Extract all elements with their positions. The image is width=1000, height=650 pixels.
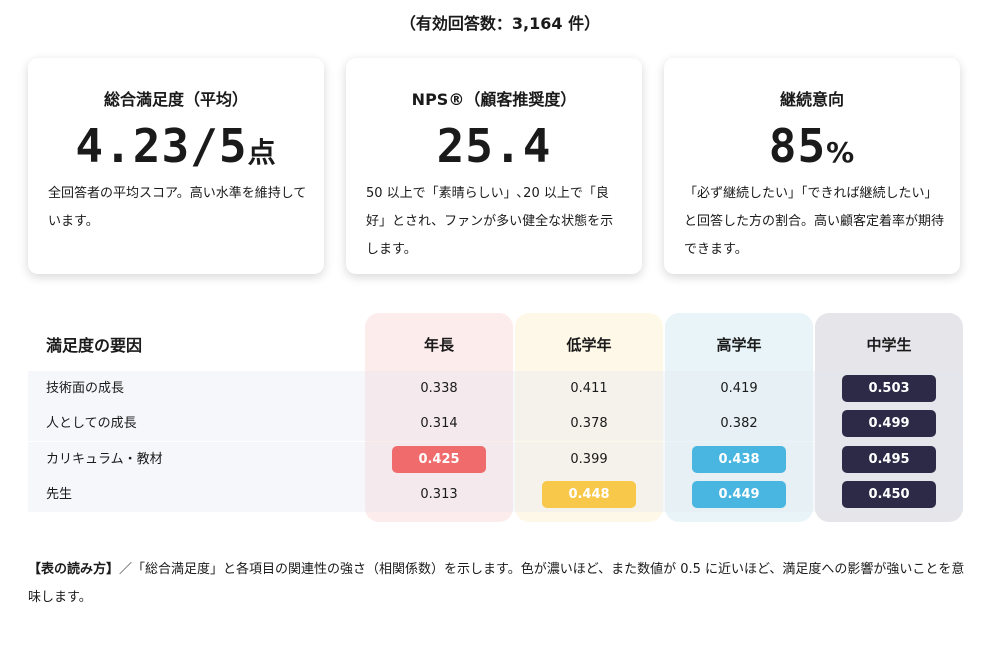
- highlight-badge: 0.449: [692, 481, 786, 508]
- table-cell: 0.449: [665, 477, 813, 512]
- table-cell: 0.314: [365, 406, 513, 441]
- column-bg: [365, 313, 513, 522]
- table-cell: 0.411: [515, 371, 663, 406]
- card-overall-satisfaction: 総合満足度（平均） 4.23/5点 全回答者の平均スコア。高い水準を維持していま…: [28, 58, 324, 274]
- highlight-badge: 0.499: [842, 410, 936, 437]
- card-title: NPS®（顧客推奨度）: [411, 90, 577, 109]
- card-description: 「必ず継続したい」「できれば継続したい」と回答した方の割合。高い顧客定着率が期待…: [684, 186, 945, 257]
- table-cell: 0.399: [515, 442, 663, 477]
- table-cell: 0.313: [365, 477, 513, 512]
- table-cell: 0.382: [665, 406, 813, 441]
- card-continuation-intent: 継続意向 85% 「必ず継続したい」「できれば継続したい」と回答した方の割合。高…: [664, 58, 960, 274]
- table-cell: 0.438: [665, 442, 813, 477]
- cell-value: 0.313: [420, 487, 458, 502]
- highlight-badge: 0.438: [692, 446, 786, 473]
- table-cell: 0.495: [815, 442, 963, 477]
- highlight-badge: 0.448: [542, 481, 636, 508]
- card-description: 全回答者の平均スコア。高い水準を維持しています。: [48, 186, 307, 229]
- card-title: 継続意向: [779, 90, 844, 109]
- table-cell: 0.499: [815, 406, 963, 441]
- row-label: カリキュラム・教材: [46, 452, 163, 467]
- card-value: 85%: [768, 119, 856, 173]
- correlation-table: 満足度の要因 年長 低学年 高学年 中学生技術面の成長 0.338 0.411 0.419 0.…: [28, 313, 963, 522]
- highlight-badge: 0.503: [842, 375, 936, 402]
- table-cell: 0.378: [515, 406, 663, 441]
- table-header-label: 満足度の要因: [46, 336, 143, 355]
- row-stripe: [28, 477, 963, 512]
- row-label: 人としての成長: [46, 416, 137, 431]
- row-label: 技術面の成長: [46, 381, 125, 396]
- cell-value: 0.411: [570, 381, 608, 396]
- cell-value: 0.378: [570, 416, 608, 431]
- table-cell: 0.425: [365, 442, 513, 477]
- row-stripe: [28, 406, 963, 441]
- highlight-badge: 0.425: [392, 446, 486, 473]
- cell-value: 0.314: [420, 416, 458, 431]
- card-value: 25.4: [436, 119, 552, 173]
- card-value: 4.23/5点: [75, 119, 277, 173]
- row-label: 先生: [46, 487, 73, 502]
- highlight-badge: 0.450: [842, 481, 936, 508]
- card-nps: NPS®（顧客推奨度） 25.4 50 以上で「素晴らしい」､20 以上で「良好…: [346, 58, 642, 274]
- column-header: 高学年: [716, 336, 762, 354]
- cell-value: 0.399: [570, 452, 608, 467]
- card-description: 50 以上で「素晴らしい」､20 以上で「良好」とされ、ファンが多い健全な状態を…: [366, 186, 614, 257]
- card-title: 総合満足度（平均）: [103, 90, 248, 109]
- response-count: （有効回答数：3,164 件）: [399, 14, 601, 33]
- table-cell: 0.448: [515, 477, 663, 512]
- row-stripe: [28, 371, 963, 406]
- footnote: 【表の読み方】／「総合満足度」と各項目の関連性の強さ（相関係数）を示します。色が…: [28, 562, 965, 605]
- table-cell: 0.338: [365, 371, 513, 406]
- cell-value: 0.338: [420, 381, 458, 396]
- highlight-badge: 0.495: [842, 446, 936, 473]
- column-header: 年長: [423, 336, 454, 354]
- column-header: 中学生: [866, 336, 912, 354]
- table-cell: 0.503: [815, 371, 963, 406]
- cell-value: 0.382: [720, 416, 758, 431]
- column-header: 低学年: [566, 336, 612, 354]
- table-cell: 0.419: [665, 371, 813, 406]
- row-stripe: [28, 442, 963, 477]
- cell-value: 0.419: [720, 381, 758, 396]
- table-cell: 0.450: [815, 477, 963, 512]
